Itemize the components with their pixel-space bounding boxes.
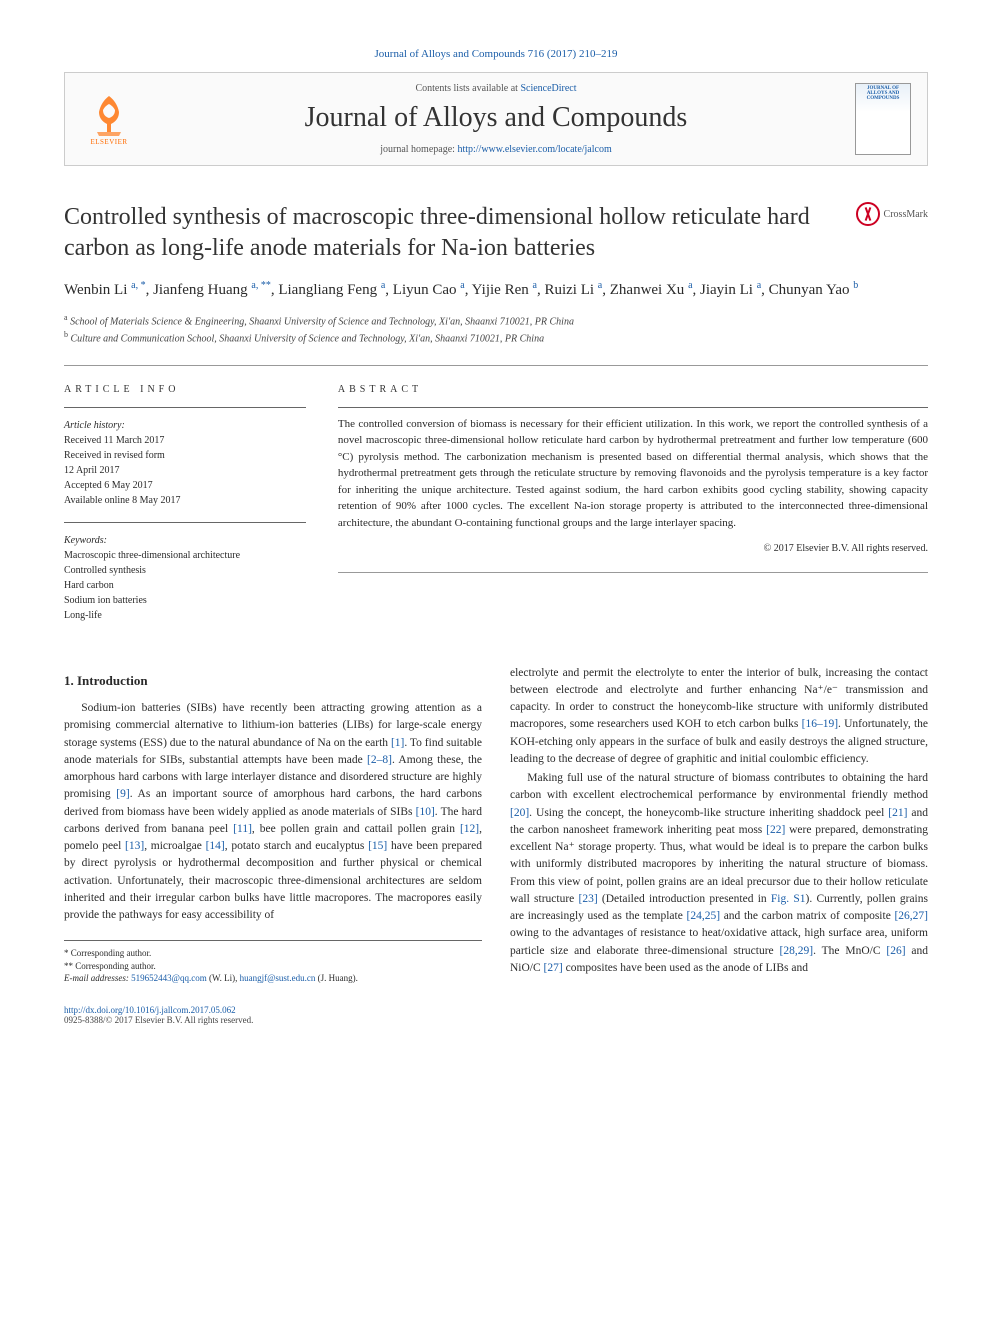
citation-line: Journal of Alloys and Compounds 716 (201… bbox=[64, 48, 928, 60]
divider bbox=[64, 365, 928, 366]
citation-link[interactable]: [1] bbox=[391, 737, 404, 749]
body-text: , potato starch and eucalyptus bbox=[225, 840, 368, 852]
body-text: , microalgae bbox=[144, 840, 205, 852]
abstract-text: The controlled conversion of biomass is … bbox=[338, 407, 928, 532]
history-line: Available online 8 May 2017 bbox=[64, 493, 306, 508]
authors-line: Wenbin Li a, *, Jianfeng Huang a, **, Li… bbox=[64, 278, 928, 302]
crossmark-badge[interactable]: CrossMark bbox=[856, 202, 928, 226]
divider bbox=[338, 572, 928, 573]
keyword: Controlled synthesis bbox=[64, 563, 306, 578]
keywords-label: Keywords: bbox=[64, 533, 306, 548]
article-history-block: Article history: Received 11 March 2017 … bbox=[64, 407, 306, 508]
journal-header: ELSEVIER Contents lists available at Sci… bbox=[64, 72, 928, 166]
email-paren: (J. Huang). bbox=[315, 973, 358, 983]
footnotes: * Corresponding author. ** Corresponding… bbox=[64, 940, 482, 985]
body-text: Making full use of the natural structure… bbox=[510, 772, 928, 801]
section-heading-intro: 1. Introduction bbox=[64, 671, 482, 691]
citation-link[interactable]: [21] bbox=[888, 807, 907, 819]
issn-line: 0925-8388/© 2017 Elsevier B.V. All right… bbox=[64, 1015, 928, 1025]
header-center: Contents lists available at ScienceDirec… bbox=[153, 83, 839, 155]
citation-link[interactable]: [9] bbox=[116, 788, 129, 800]
contents-line: Contents lists available at ScienceDirec… bbox=[153, 83, 839, 94]
citation-link[interactable]: [10] bbox=[416, 806, 435, 818]
article-info-column: ARTICLE INFO Article history: Received 1… bbox=[64, 382, 306, 637]
citation-link[interactable]: [2–8] bbox=[367, 754, 392, 766]
history-line: Received 11 March 2017 bbox=[64, 433, 306, 448]
citation-link[interactable]: [14] bbox=[206, 840, 225, 852]
email-link[interactable]: huangjf@sust.edu.cn bbox=[240, 973, 316, 983]
article-info-heading: ARTICLE INFO bbox=[64, 382, 306, 397]
journal-name: Journal of Alloys and Compounds bbox=[153, 102, 839, 134]
elsevier-label: ELSEVIER bbox=[90, 138, 127, 146]
citation-link[interactable]: [22] bbox=[766, 824, 785, 836]
abstract-column: ABSTRACT The controlled conversion of bi… bbox=[338, 382, 928, 637]
homepage-link[interactable]: http://www.elsevier.com/locate/jalcom bbox=[457, 144, 611, 155]
keyword: Hard carbon bbox=[64, 578, 306, 593]
homepage-line: journal homepage: http://www.elsevier.co… bbox=[153, 144, 839, 155]
citation-link[interactable]: [24,25] bbox=[687, 910, 721, 922]
affiliation-b: b Culture and Communication School, Shaa… bbox=[64, 329, 928, 346]
body-text: and the carbon matrix of composite bbox=[720, 910, 894, 922]
citation-link[interactable]: [26] bbox=[886, 945, 905, 957]
corresponding-note: ** Corresponding author. bbox=[64, 960, 482, 973]
sciencedirect-link[interactable]: ScienceDirect bbox=[520, 83, 576, 94]
journal-cover-thumb: JOURNAL OF ALLOYS AND COMPOUNDS bbox=[855, 83, 911, 155]
elsevier-logo: ELSEVIER bbox=[81, 87, 137, 151]
homepage-prefix: journal homepage: bbox=[380, 144, 457, 155]
citation-link[interactable]: [12] bbox=[460, 823, 479, 835]
body-paragraph: electrolyte and permit the electrolyte t… bbox=[510, 665, 928, 769]
abstract-heading: ABSTRACT bbox=[338, 382, 928, 397]
abstract-copyright: © 2017 Elsevier B.V. All rights reserved… bbox=[338, 541, 928, 556]
affiliation-a-text: School of Materials Science & Engineerin… bbox=[70, 316, 574, 327]
history-line: 12 April 2017 bbox=[64, 463, 306, 478]
contents-text: Contents lists available at bbox=[415, 83, 520, 94]
body-text: have been prepared by direct pyrolysis o… bbox=[64, 840, 482, 921]
keywords-block: Keywords: Macroscopic three-dimensional … bbox=[64, 522, 306, 623]
email-label: E-mail addresses: bbox=[64, 973, 131, 983]
affiliation-a: a School of Materials Science & Engineer… bbox=[64, 312, 928, 329]
body-text: , bee pollen grain and cattail pollen gr… bbox=[252, 823, 460, 835]
crossmark-label: CrossMark bbox=[884, 209, 928, 220]
figure-link[interactable]: Fig. S1 bbox=[771, 893, 806, 905]
body-columns: 1. Introduction Sodium-ion batteries (SI… bbox=[64, 665, 928, 986]
citation-link[interactable]: [16–19] bbox=[802, 718, 838, 730]
page-footer: http://dx.doi.org/10.1016/j.jallcom.2017… bbox=[64, 1005, 928, 1025]
citation-link[interactable]: [28,29] bbox=[780, 945, 814, 957]
elsevier-tree-icon bbox=[89, 92, 129, 136]
affiliations: a School of Materials Science & Engineer… bbox=[64, 312, 928, 347]
citation-link[interactable]: [13] bbox=[125, 840, 144, 852]
email-line: E-mail addresses: 519652443@qq.com (W. L… bbox=[64, 972, 482, 985]
body-text: composites have been used as the anode o… bbox=[563, 962, 808, 974]
citation-link[interactable]: [27] bbox=[544, 962, 563, 974]
citation-link[interactable]: [15] bbox=[368, 840, 387, 852]
doi-link[interactable]: http://dx.doi.org/10.1016/j.jallcom.2017… bbox=[64, 1005, 236, 1015]
body-text: . Using the concept, the honeycomb-like … bbox=[529, 807, 888, 819]
body-paragraph: Making full use of the natural structure… bbox=[510, 770, 928, 977]
corresponding-note: * Corresponding author. bbox=[64, 947, 482, 960]
email-link[interactable]: 519652443@qq.com bbox=[131, 973, 207, 983]
history-line: Accepted 6 May 2017 bbox=[64, 478, 306, 493]
email-paren: (W. Li), bbox=[207, 973, 240, 983]
citation-link[interactable]: [23] bbox=[579, 893, 598, 905]
crossmark-icon bbox=[856, 202, 880, 226]
body-paragraph: Sodium-ion batteries (SIBs) have recentl… bbox=[64, 700, 482, 924]
citation-link[interactable]: [26,27] bbox=[894, 910, 928, 922]
body-text: (Detailed introduction presented in bbox=[598, 893, 771, 905]
body-text: . The MnO/C bbox=[813, 945, 886, 957]
keyword: Macroscopic three-dimensional architectu… bbox=[64, 548, 306, 563]
keyword: Long-life bbox=[64, 608, 306, 623]
article-title: Controlled synthesis of macroscopic thre… bbox=[64, 202, 844, 264]
history-label: Article history: bbox=[64, 418, 306, 433]
cover-thumb-title: JOURNAL OF ALLOYS AND COMPOUNDS bbox=[856, 84, 910, 103]
citation-link[interactable]: [20] bbox=[510, 807, 529, 819]
keyword: Sodium ion batteries bbox=[64, 593, 306, 608]
citation-link[interactable]: [11] bbox=[233, 823, 252, 835]
history-line: Received in revised form bbox=[64, 448, 306, 463]
affiliation-b-text: Culture and Communication School, Shaanx… bbox=[71, 334, 545, 345]
